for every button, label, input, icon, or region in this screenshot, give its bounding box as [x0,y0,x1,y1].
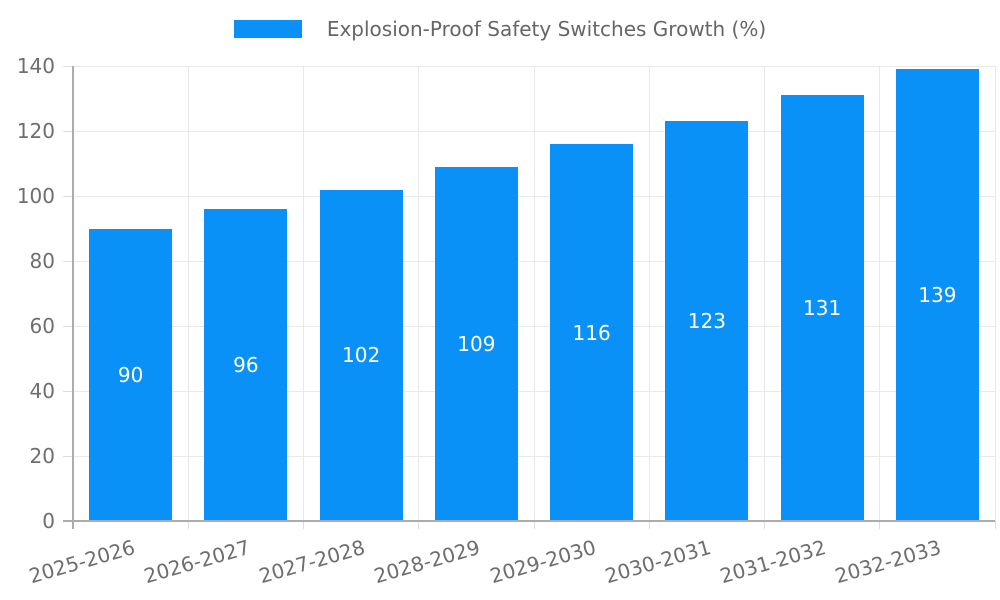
x-tick-mark [187,521,189,529]
y-axis-label: 60 [29,314,55,338]
x-axis-label: 2031-2032 [717,535,829,589]
x-axis-label: 2026-2027 [141,535,253,589]
x-tick-mark [303,521,304,529]
y-axis-label: 80 [29,249,55,273]
y-axis-label: 20 [29,444,55,468]
x-axis-label: 2032-2033 [832,535,944,589]
bar-value-label: 131 [803,296,842,321]
y-axis-label: 100 [16,184,55,208]
x-axis-label: 2030-2031 [602,535,714,589]
x-axis-line [63,520,995,522]
y-axis-line [72,66,74,529]
legend-label: Explosion-Proof Safety Switches Growth (… [326,17,767,41]
y-axis-label: 0 [42,509,55,533]
x-grid-line [187,66,189,521]
y-tick-mark [63,260,73,262]
y-tick-mark [63,195,73,197]
x-grid-line [764,66,765,521]
bar[interactable] [434,166,518,521]
x-tick-mark [418,521,420,529]
x-tick-mark [879,521,881,529]
bar-value-label: 90 [117,362,144,387]
y-axis-label: 40 [29,379,55,403]
y-tick-mark [63,455,73,457]
x-tick-mark [994,521,996,529]
y-tick-mark [63,65,73,67]
bar-value-label: 96 [233,353,259,377]
bar[interactable] [550,144,634,521]
bar[interactable] [895,69,979,521]
y-tick-mark [63,325,73,327]
bar-value-label: 139 [918,283,957,308]
y-axis-label: 140 [16,54,55,78]
bar-value-label: 123 [687,309,726,334]
bar-value-label: 116 [572,320,611,345]
bar[interactable] [204,209,288,521]
x-grid-line [994,66,996,521]
bar-value-label: 109 [457,331,496,356]
x-axis-label: 2029-2030 [486,535,599,589]
bar[interactable] [89,228,173,521]
legend-swatch [233,20,302,38]
y-tick-mark [63,390,73,392]
bar[interactable] [780,95,864,521]
y-tick-mark [63,130,73,132]
x-axis-label: 2028-2029 [371,535,483,589]
x-grid-line [533,66,535,521]
x-grid-line [648,66,650,521]
x-grid-line [303,66,304,521]
y-axis-label: 120 [16,119,55,143]
x-tick-mark [764,521,765,529]
bar[interactable] [665,121,749,521]
x-tick-mark [533,521,535,529]
x-tick-mark [648,521,650,529]
x-grid-line [418,66,420,521]
chart-legend[interactable]: Explosion-Proof Safety Switches Growth (… [0,17,1000,41]
x-grid-line [879,66,881,521]
bar-value-label: 102 [342,343,381,368]
bar[interactable] [319,189,403,521]
x-axis-label: 2025-2026 [25,535,138,589]
x-axis-label: 2027-2028 [256,535,368,589]
